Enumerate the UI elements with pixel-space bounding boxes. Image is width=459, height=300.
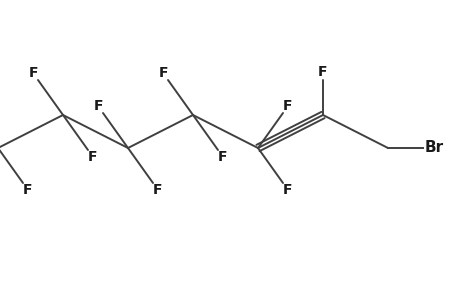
Text: F: F (93, 100, 103, 113)
Text: F: F (282, 182, 292, 197)
Text: F: F (88, 149, 97, 164)
Text: F: F (23, 182, 32, 197)
Text: F: F (318, 65, 327, 79)
Text: F: F (218, 149, 227, 164)
Text: F: F (158, 67, 168, 80)
Text: Br: Br (424, 140, 443, 155)
Text: F: F (282, 100, 292, 113)
Text: F: F (28, 67, 38, 80)
Text: F: F (152, 182, 162, 197)
